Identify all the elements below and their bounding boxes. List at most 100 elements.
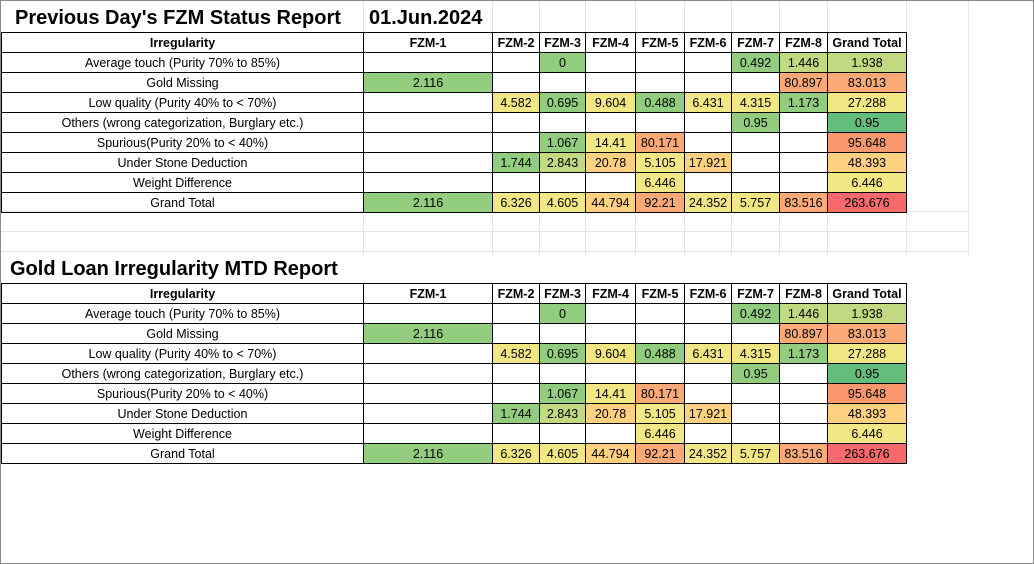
cell-fzm-3: 0 <box>539 52 586 73</box>
cell-fzm-6: 17.921 <box>684 152 732 173</box>
cell-fzm-4 <box>585 423 636 444</box>
table-row: Average touch (Purity 70% to 85%) 0 0.492 1… <box>1 52 907 73</box>
cell-fzm-4: 9.604 <box>585 343 636 364</box>
cell-fzm-7: 0.492 <box>731 52 780 73</box>
table-row: Under Stone Deduction 1.744 2.843 20.78 5.10… <box>1 152 907 173</box>
row-label: Grand Total <box>1 443 364 464</box>
cell-fzm-5: 80.171 <box>635 383 685 404</box>
cell-fzm-4 <box>585 72 636 93</box>
row-label: Weight Difference <box>1 172 364 193</box>
mtd-irregularity-table: Irregularity FZM-1 FZM-2 FZM-3 FZM-4 FZM-5 FZM… <box>1 283 907 464</box>
cell-fzm-6 <box>684 52 732 73</box>
col-header-fzm-3: FZM-3 <box>539 32 586 53</box>
cell-fzm-8 <box>779 363 828 384</box>
cell-fzm-7 <box>731 152 780 173</box>
cell-grand-total: 95.648 <box>827 383 907 404</box>
table-row: Weight Difference 6.446 6.446 <box>1 172 907 193</box>
col-header-irregularity: Irregularity <box>1 32 364 53</box>
cell-fzm-8: 80.897 <box>779 323 828 344</box>
row-label: Grand Total <box>1 192 364 213</box>
cell-fzm-4 <box>585 172 636 193</box>
cell-fzm-8 <box>779 152 828 173</box>
col-header-fzm-6: FZM-6 <box>684 283 732 304</box>
cell-grand-total: 27.288 <box>827 343 907 364</box>
cell-fzm-8: 1.173 <box>779 343 828 364</box>
total-fzm-1: 2.116 <box>363 192 493 213</box>
cell-fzm-6 <box>684 383 732 404</box>
cell-fzm-8 <box>779 403 828 424</box>
col-header-irregularity: Irregularity <box>1 283 364 304</box>
cell-fzm-8: 1.173 <box>779 92 828 113</box>
col-header-fzm-4: FZM-4 <box>585 283 636 304</box>
total-fzm-1: 2.116 <box>363 443 493 464</box>
cell-grand-total: 0.95 <box>827 363 907 384</box>
cell-fzm-1 <box>363 112 493 133</box>
cell-fzm-2: 4.582 <box>492 92 540 113</box>
grand-total-row: Grand Total 2.116 6.326 4.605 44.794 92.21 24.… <box>1 443 907 464</box>
table-row: Others (wrong categorization, Burglary e… <box>1 363 907 384</box>
cell-fzm-1 <box>363 343 493 364</box>
cell-fzm-3 <box>539 323 586 344</box>
cell-fzm-2 <box>492 52 540 73</box>
cell-fzm-3: 2.843 <box>539 152 586 173</box>
total-fzm-2: 6.326 <box>492 192 540 213</box>
cell-fzm-6: 17.921 <box>684 403 732 424</box>
cell-fzm-1: 2.116 <box>363 72 493 93</box>
cell-fzm-2 <box>492 323 540 344</box>
cell-fzm-4: 20.78 <box>585 152 636 173</box>
col-header-fzm-4: FZM-4 <box>585 32 636 53</box>
table-row: Weight Difference 6.446 6.446 <box>1 423 907 444</box>
cell-fzm-5: 0.488 <box>635 92 685 113</box>
cell-fzm-7 <box>731 323 780 344</box>
cell-fzm-1 <box>363 423 493 444</box>
cell-fzm-4 <box>585 303 636 324</box>
cell-fzm-2 <box>492 112 540 133</box>
cell-fzm-5: 6.446 <box>635 172 685 193</box>
cell-fzm-6 <box>684 323 732 344</box>
total-fzm-4: 44.794 <box>585 443 636 464</box>
cell-fzm-6 <box>684 303 732 324</box>
col-header-fzm-7: FZM-7 <box>731 32 780 53</box>
cell-fzm-8 <box>779 423 828 444</box>
cell-fzm-7 <box>731 72 780 93</box>
cell-fzm-1: 2.116 <box>363 323 493 344</box>
cell-grand-total: 48.393 <box>827 152 907 173</box>
cell-grand-total: 0.95 <box>827 112 907 133</box>
cell-fzm-1 <box>363 172 493 193</box>
table-row: Gold Missing 2.116 80.897 83.013 <box>1 323 907 344</box>
cell-fzm-3 <box>539 72 586 93</box>
cell-fzm-1 <box>363 92 493 113</box>
cell-fzm-8: 1.446 <box>779 303 828 324</box>
cell-fzm-4 <box>585 112 636 133</box>
row-label: Weight Difference <box>1 423 364 444</box>
cell-fzm-5 <box>635 112 685 133</box>
col-header-fzm-1: FZM-1 <box>363 283 493 304</box>
cell-fzm-3: 0.695 <box>539 343 586 364</box>
report1-date: 01.Jun.2024 <box>369 7 483 29</box>
grand-total-row: Grand Total 2.116 6.326 4.605 44.794 92.21 24.… <box>1 192 907 213</box>
cell-fzm-6: 6.431 <box>684 343 732 364</box>
cell-grand-total: 6.446 <box>827 423 907 444</box>
cell-fzm-4: 9.604 <box>585 92 636 113</box>
row-label: Spurious(Purity 20% to < 40%) <box>1 383 364 404</box>
cell-fzm-5 <box>635 363 685 384</box>
col-header-fzm-3: FZM-3 <box>539 283 586 304</box>
col-header-fzm-8: FZM-8 <box>779 283 828 304</box>
cell-fzm-8: 1.446 <box>779 52 828 73</box>
row-label: Average touch (Purity 70% to 85%) <box>1 303 364 324</box>
header-row: Irregularity FZM-1 FZM-2 FZM-3 FZM-4 FZM-5 FZM… <box>1 32 907 53</box>
cell-fzm-2: 4.582 <box>492 343 540 364</box>
row-label: Others (wrong categorization, Burglary e… <box>1 363 364 384</box>
cell-fzm-7: 0.95 <box>731 363 780 384</box>
cell-fzm-2 <box>492 423 540 444</box>
cell-fzm-3: 1.067 <box>539 383 586 404</box>
total-fzm-2: 6.326 <box>492 443 540 464</box>
cell-fzm-7 <box>731 383 780 404</box>
cell-fzm-3 <box>539 363 586 384</box>
cell-fzm-1 <box>363 403 493 424</box>
cell-fzm-8: 80.897 <box>779 72 828 93</box>
table-row: Under Stone Deduction 1.744 2.843 20.78 5.10… <box>1 403 907 424</box>
table-row: Low quality (Purity 40% to < 70%) 4.582 0.… <box>1 92 907 113</box>
row-label: Average touch (Purity 70% to 85%) <box>1 52 364 73</box>
col-header-fzm-5: FZM-5 <box>635 283 685 304</box>
